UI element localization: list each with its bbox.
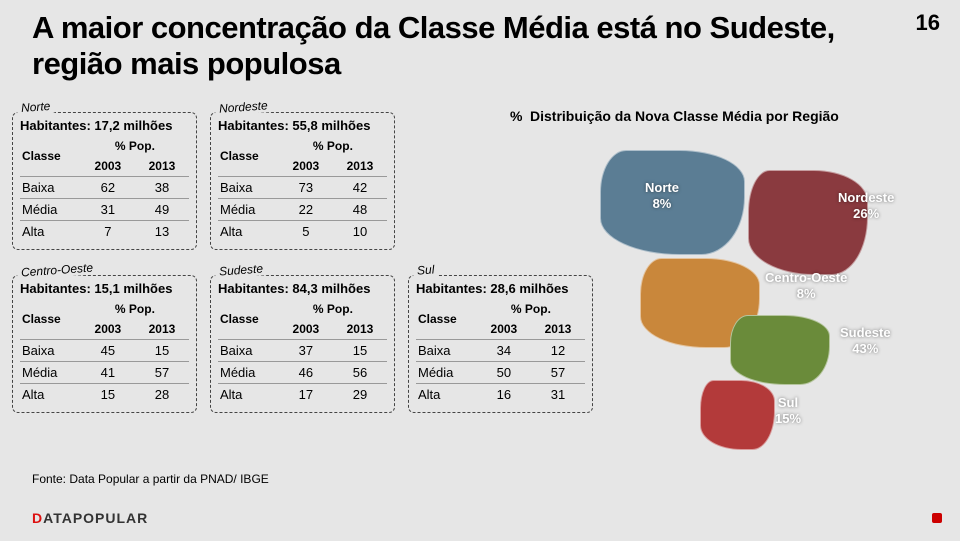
table-sul: Classe% Pop. 20032013 Baixa3412 Média505… bbox=[416, 299, 585, 405]
table-row: Alta1528 bbox=[20, 384, 189, 406]
map-label-sul: Sul15% bbox=[775, 395, 801, 426]
table-row: Baixa4515 bbox=[20, 340, 189, 362]
region-label-norte: Norte bbox=[17, 99, 55, 116]
logo-d: D bbox=[32, 510, 43, 526]
page-number: 16 bbox=[916, 10, 940, 36]
region-norte: Norte Habitantes: 17,2 milhões Classe % … bbox=[12, 112, 197, 250]
table-row: Média2248 bbox=[218, 199, 387, 221]
table-row: Alta 7 13 bbox=[20, 221, 189, 243]
region-label-sul: Sul bbox=[413, 262, 439, 278]
table-row: Baixa3412 bbox=[416, 340, 585, 362]
table-sudeste: Classe% Pop. 20032013 Baixa3715 Média465… bbox=[218, 299, 387, 405]
table-centro-oeste: Classe% Pop. 20032013 Baixa4515 Média415… bbox=[20, 299, 189, 405]
table-row: Alta510 bbox=[218, 221, 387, 243]
habitantes-sudeste: Habitantes: 84,3 milhões bbox=[218, 281, 387, 296]
logo-rest: ATAPOPULAR bbox=[43, 510, 148, 526]
map-label-norte: Norte8% bbox=[645, 180, 679, 211]
th-2013: 2013 bbox=[135, 156, 189, 177]
corner-marker-icon bbox=[932, 513, 942, 523]
table-row: Média5057 bbox=[416, 362, 585, 384]
table-norte: Classe % Pop. 2003 2013 Baixa 62 38 Médi… bbox=[20, 136, 189, 242]
page-title: A maior concentração da Classe Média est… bbox=[32, 10, 835, 81]
table-row: Baixa7342 bbox=[218, 177, 387, 199]
map-label-centro-oeste: Centro-Oeste8% bbox=[765, 270, 847, 301]
source-citation: Fonte: Data Popular a partir da PNAD/ IB… bbox=[32, 472, 269, 486]
map-shape-nordeste bbox=[748, 170, 868, 275]
table-row: Média 31 49 bbox=[20, 199, 189, 221]
table-row: Média4656 bbox=[218, 362, 387, 384]
map-shape-sudeste bbox=[730, 315, 830, 385]
map-label-sudeste: Sudeste43% bbox=[840, 325, 891, 356]
percent-sign: % bbox=[510, 108, 522, 124]
table-row: Média4157 bbox=[20, 362, 189, 384]
distribution-header: Distribuição da Nova Classe Média por Re… bbox=[530, 108, 839, 124]
habitantes-nordeste: Habitantes: 55,8 milhões bbox=[218, 118, 387, 133]
th-classe: Classe bbox=[20, 136, 81, 177]
table-row: Baixa3715 bbox=[218, 340, 387, 362]
region-nordeste: Nordeste Habitantes: 55,8 milhões Classe… bbox=[210, 112, 395, 250]
map-shape-sul bbox=[700, 380, 775, 450]
map-label-nordeste: Nordeste26% bbox=[838, 190, 894, 221]
th-2003: 2003 bbox=[81, 156, 135, 177]
habitantes-sul: Habitantes: 28,6 milhões bbox=[416, 281, 585, 296]
logo: DATAPOPULAR bbox=[32, 510, 148, 526]
table-nordeste: Classe % Pop. 20032013 Baixa7342 Média22… bbox=[218, 136, 387, 242]
habitantes-norte: Habitantes: 17,2 milhões bbox=[20, 118, 189, 133]
title-line-2: região mais populosa bbox=[32, 46, 341, 81]
table-row: Alta1631 bbox=[416, 384, 585, 406]
brazil-map: Norte8% Nordeste26% Centro-Oeste8% Sudes… bbox=[570, 130, 930, 450]
habitantes-centro-oeste: Habitantes: 15,1 milhões bbox=[20, 281, 189, 296]
th-pop: % Pop. bbox=[81, 136, 189, 156]
title-line-1: A maior concentração da Classe Média est… bbox=[32, 10, 835, 45]
region-sudeste: Sudeste Habitantes: 84,3 milhões Classe%… bbox=[210, 275, 395, 413]
table-row: Alta1729 bbox=[218, 384, 387, 406]
region-sul: Sul Habitantes: 28,6 milhões Classe% Pop… bbox=[408, 275, 593, 413]
region-centro-oeste: Centro-Oeste Habitantes: 15,1 milhões Cl… bbox=[12, 275, 197, 413]
table-row: Baixa 62 38 bbox=[20, 177, 189, 199]
